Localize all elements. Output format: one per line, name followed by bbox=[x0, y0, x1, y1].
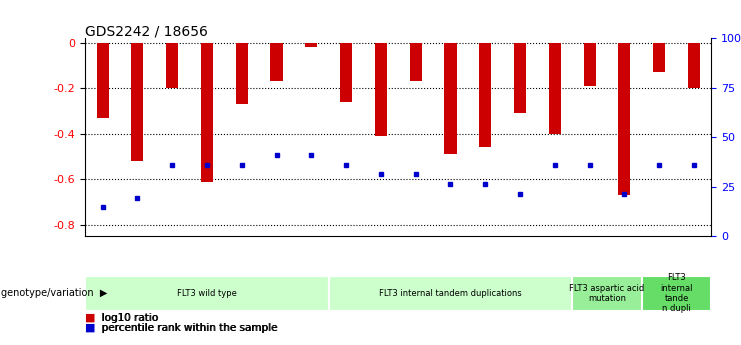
Bar bbox=[514, 42, 526, 113]
Bar bbox=[305, 42, 317, 47]
Text: FLT3
internal
tande
n dupli: FLT3 internal tande n dupli bbox=[660, 273, 693, 313]
Bar bbox=[166, 42, 179, 88]
Text: ■: ■ bbox=[85, 313, 96, 323]
Text: ■  log10 ratio: ■ log10 ratio bbox=[85, 313, 158, 323]
Text: ■  percentile rank within the sample: ■ percentile rank within the sample bbox=[85, 323, 277, 333]
Text: percentile rank within the sample: percentile rank within the sample bbox=[102, 323, 277, 333]
Bar bbox=[479, 42, 491, 147]
Bar bbox=[375, 42, 387, 136]
Bar bbox=[688, 42, 700, 88]
Bar bbox=[618, 42, 631, 195]
Text: FLT3 internal tandem duplications: FLT3 internal tandem duplications bbox=[379, 289, 522, 298]
Bar bbox=[445, 42, 456, 154]
Text: ■: ■ bbox=[85, 323, 96, 333]
Bar bbox=[642, 276, 711, 310]
Bar bbox=[583, 42, 596, 86]
Text: log10 ratio: log10 ratio bbox=[102, 313, 158, 323]
Bar bbox=[270, 42, 282, 81]
Bar bbox=[572, 276, 642, 310]
Bar bbox=[85, 276, 329, 310]
Bar bbox=[549, 42, 561, 134]
Bar bbox=[236, 42, 247, 104]
Text: FLT3 aspartic acid
mutation: FLT3 aspartic acid mutation bbox=[569, 284, 645, 303]
Text: GDS2242 / 18656: GDS2242 / 18656 bbox=[85, 24, 208, 38]
Text: genotype/variation  ▶: genotype/variation ▶ bbox=[1, 288, 107, 298]
Bar bbox=[201, 42, 213, 181]
Bar bbox=[96, 42, 109, 118]
Bar bbox=[653, 42, 665, 72]
Bar bbox=[410, 42, 422, 81]
Bar bbox=[340, 42, 352, 102]
Text: FLT3 wild type: FLT3 wild type bbox=[177, 289, 237, 298]
Bar bbox=[329, 276, 572, 310]
Bar bbox=[131, 42, 144, 161]
